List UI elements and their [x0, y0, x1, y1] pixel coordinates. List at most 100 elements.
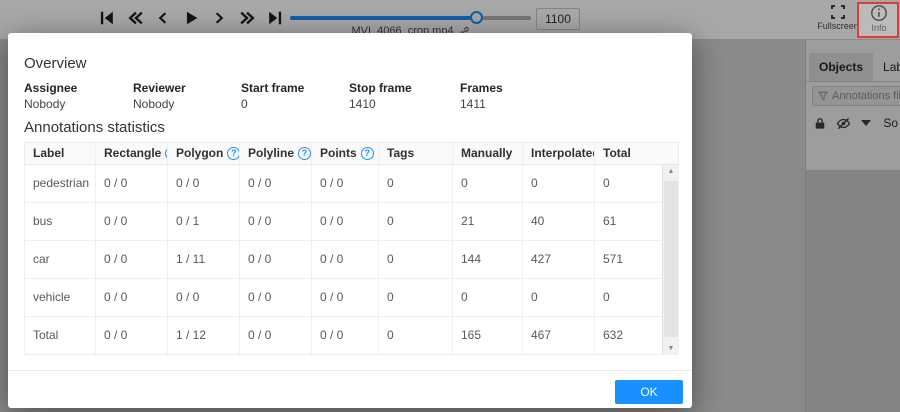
table-cell: 0	[378, 279, 452, 316]
help-icon[interactable]: ?	[227, 147, 239, 160]
fullscreen-icon	[831, 5, 845, 19]
table-cell: 1 / 11	[167, 241, 239, 278]
previous-frame-button[interactable]	[152, 6, 174, 30]
col-label: Label	[33, 146, 65, 160]
scroll-up-arrow[interactable]: ▲	[667, 168, 675, 175]
table-cell: 0 / 0	[311, 317, 378, 354]
table-cell: 0	[594, 165, 662, 202]
table-cell: vehicle	[33, 290, 71, 304]
frames-value: 1411	[460, 97, 486, 111]
table-cell: pedestrian	[33, 176, 90, 190]
objects-list-area	[806, 170, 900, 412]
reviewer-label: Reviewer	[133, 81, 186, 95]
fullscreen-label: Fullscreen	[817, 21, 859, 31]
fullscreen-button[interactable]: Fullscreen	[814, 4, 862, 31]
table-cell: 0 / 0	[239, 241, 311, 278]
start-frame-label: Start frame	[241, 81, 305, 95]
table-cell: bus	[33, 214, 53, 228]
hide-eye-icon[interactable]	[836, 117, 851, 130]
table-cell: 427	[522, 241, 594, 278]
table-cell: 0 / 0	[311, 241, 378, 278]
table-cell: 165	[452, 317, 522, 354]
col-total: Total	[594, 143, 662, 164]
frames-field: Frames 1411	[460, 81, 503, 112]
table-cell: 0	[378, 241, 452, 278]
scroll-down-arrow[interactable]: ▼	[667, 345, 675, 352]
table-cell: 0	[378, 317, 452, 354]
table-cell: 61	[594, 203, 662, 240]
frame-number-input[interactable]: 1100	[536, 8, 580, 30]
tab-objects[interactable]: Objects	[809, 53, 874, 81]
annotations-filter-input[interactable]: Annotations filter	[812, 86, 900, 106]
scrollbar-thumb[interactable]	[664, 181, 678, 337]
info-icon	[871, 5, 887, 21]
table-cell: 0	[522, 165, 594, 202]
ok-button[interactable]: OK	[615, 380, 683, 404]
right-sidebar: Objects Labels Annotations filter So	[805, 40, 900, 412]
play-button[interactable]	[180, 6, 202, 30]
col-polygon: Polygon?	[167, 143, 239, 164]
reviewer-field: Reviewer Nobody	[133, 81, 186, 112]
table-cell: 0 / 0	[239, 165, 311, 202]
overview-modal: Overview Assignee Nobody Reviewer Nobody…	[8, 33, 692, 408]
table-cell: Total	[33, 328, 59, 342]
first-frame-icon	[100, 11, 113, 25]
player-controls	[96, 6, 286, 30]
col-interpolated: Interpolated	[522, 143, 594, 164]
table-cell: 0 / 0	[167, 279, 239, 316]
table-cell: 0 / 0	[311, 203, 378, 240]
table-scrollbar[interactable]: ▲ ▼	[662, 165, 679, 355]
sidebar-tabs: Objects Labels	[806, 40, 900, 82]
first-frame-button[interactable]	[96, 6, 118, 30]
filter-funnel-icon	[818, 91, 828, 101]
help-icon[interactable]: ?	[298, 147, 311, 160]
table-cell: 571	[594, 241, 662, 278]
assignee-field: Assignee Nobody	[24, 81, 77, 112]
stop-frame-label: Stop frame	[349, 81, 412, 95]
slider-handle[interactable]	[469, 11, 483, 24]
col-tags: Tags	[378, 143, 452, 164]
forward-jump-button[interactable]	[236, 6, 258, 30]
tab-labels[interactable]: Labels	[883, 60, 900, 74]
backward-jump-icon	[127, 11, 143, 25]
table-cell: 0 / 0	[311, 279, 378, 316]
table-cell: 1 / 12	[167, 317, 239, 354]
info-label: Info	[871, 23, 887, 33]
next-frame-button[interactable]	[208, 6, 230, 30]
backward-jump-button[interactable]	[124, 6, 146, 30]
table-cell: car	[33, 252, 50, 266]
table-cell: 144	[452, 241, 522, 278]
table-cell: 0	[452, 165, 522, 202]
table-cell: 467	[522, 317, 594, 354]
stop-frame-value: 1410	[349, 97, 376, 111]
table-cell: 0 / 0	[239, 317, 311, 354]
frame-slider[interactable]	[290, 11, 531, 24]
next-frame-icon	[215, 12, 224, 24]
table-cell: 0 / 0	[95, 317, 167, 354]
objects-toolbar: So	[806, 110, 900, 136]
reviewer-value: Nobody	[133, 97, 175, 111]
filter-placeholder: Annotations filter	[832, 90, 900, 102]
table-cell: 21	[452, 203, 522, 240]
last-frame-button[interactable]	[264, 6, 286, 30]
assignee-label: Assignee	[24, 81, 78, 95]
slider-fill	[290, 16, 477, 20]
chevron-down-icon[interactable]	[861, 120, 871, 126]
modal-footer: OK	[8, 370, 692, 408]
stop-frame-field: Stop frame 1410	[349, 81, 412, 112]
table-cell: 0	[522, 279, 594, 316]
start-frame-field: Start frame 0	[241, 81, 304, 112]
table-cell: 0	[378, 203, 452, 240]
info-button[interactable]: Info	[860, 4, 898, 33]
table-cell: 0 / 0	[239, 279, 311, 316]
previous-frame-icon	[158, 12, 167, 24]
lock-icon[interactable]	[814, 117, 826, 130]
table-cell: 632	[594, 317, 662, 354]
help-icon[interactable]: ?	[360, 147, 374, 160]
